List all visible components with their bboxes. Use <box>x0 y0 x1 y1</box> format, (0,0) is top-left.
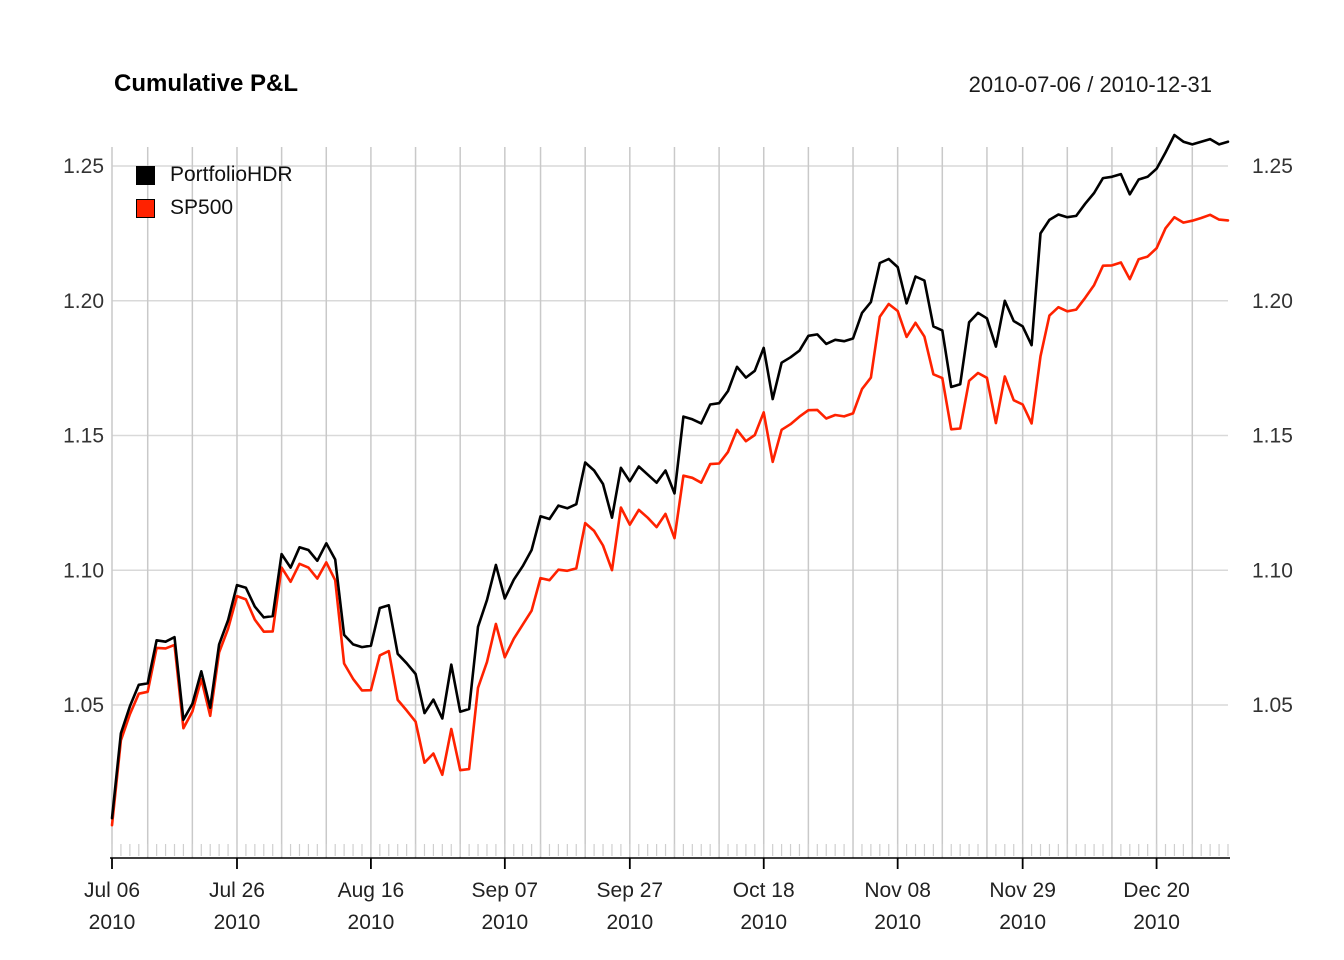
legend-item-sp500: SP500 <box>136 196 293 220</box>
x-axis-label: Nov 08 2010 <box>864 879 931 934</box>
y-axis-label-right: 1.25 <box>1252 155 1293 178</box>
series-line-portfoliohdr <box>110 133 1230 820</box>
y-axis-label-right: 1.05 <box>1252 694 1293 717</box>
x-axis-label: Sep 27 2010 <box>597 879 664 934</box>
legend-label-sp500: SP500 <box>170 196 234 219</box>
y-axis-label-left: 1.05 <box>63 694 104 717</box>
x-axis-label: Nov 29 2010 <box>989 879 1056 934</box>
legend-item-portfoliohdr: PortfolioHDR <box>136 163 293 187</box>
legend: PortfolioHDR SP500 <box>136 163 293 220</box>
chart-date-range: 2010-07-06 / 2010-12-31 <box>968 72 1212 97</box>
x-axis-label: Aug 16 2010 <box>338 879 405 934</box>
sp500-swatch-icon <box>136 198 155 218</box>
y-axis-label-right: 1.20 <box>1252 290 1293 313</box>
chart-title: Cumulative P&L <box>114 70 299 97</box>
y-axis-label-right: 1.10 <box>1252 559 1293 582</box>
y-axis-label-left: 1.25 <box>63 155 104 178</box>
x-axis-label: Oct 18 2010 <box>733 879 795 934</box>
x-axis-label: Jul 26 2010 <box>209 879 265 934</box>
x-axis-label: Dec 20 2010 <box>1123 879 1190 934</box>
y-axis-label-left: 1.15 <box>63 425 104 448</box>
y-axis-label-left: 1.10 <box>63 559 104 582</box>
x-axis-label: Sep 07 2010 <box>472 879 539 934</box>
legend-label-portfoliohdr: PortfolioHDR <box>170 163 293 186</box>
series-line-sp500 <box>110 213 1230 827</box>
y-axis-label-left: 1.20 <box>63 290 104 313</box>
y-axis-label-right: 1.15 <box>1252 425 1293 448</box>
portfoliohdr-swatch-icon <box>136 165 155 185</box>
x-axis-label: Jul 06 2010 <box>84 879 140 934</box>
